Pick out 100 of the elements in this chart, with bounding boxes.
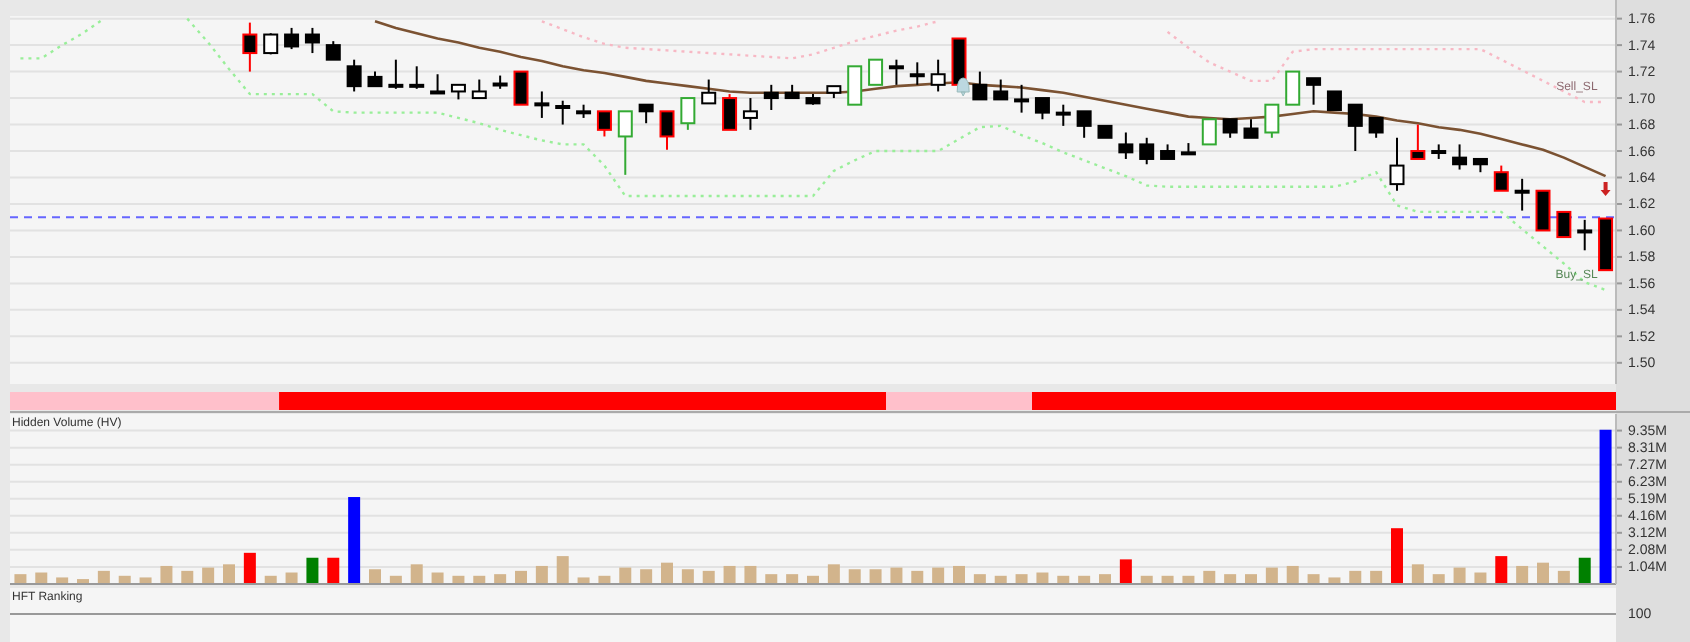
candlestick: [1326, 90, 1342, 111]
candlestick: [284, 26, 300, 51]
candlestick: [847, 65, 863, 106]
bar: [1328, 577, 1341, 584]
bar: [702, 570, 715, 584]
candlestick: [555, 99, 571, 126]
line-series: [373, 19, 1607, 178]
bar: [1307, 574, 1320, 584]
candlestick: [617, 110, 633, 176]
candlestick: [1577, 218, 1593, 252]
candlestick: [888, 58, 904, 86]
bar: [1578, 557, 1591, 584]
bar: [744, 565, 757, 584]
bar: [139, 577, 152, 584]
candlestick: [1076, 110, 1092, 139]
candlestick: [513, 70, 529, 106]
candlestick: [346, 58, 362, 93]
bar: [1370, 570, 1383, 584]
bar: [932, 567, 945, 584]
bar: [1349, 570, 1362, 584]
bar: [535, 565, 548, 584]
candlestick: [993, 78, 1009, 101]
candlestick: [659, 110, 675, 151]
bar: [973, 574, 986, 584]
bar: [848, 569, 861, 584]
bar: [1015, 574, 1028, 584]
bar: [681, 569, 694, 584]
candlestick: [1389, 136, 1405, 192]
candlestick: [325, 40, 341, 61]
candlestick: [1034, 97, 1050, 121]
candlestick: [1243, 118, 1259, 139]
bar: [1265, 567, 1278, 584]
bar: [786, 574, 799, 584]
bar: [1537, 562, 1549, 584]
candlestick: [1347, 103, 1363, 153]
bar: [577, 577, 590, 584]
bar: [1599, 429, 1612, 584]
bar: [619, 567, 632, 584]
candlestick: [596, 110, 612, 138]
candlestick: [680, 97, 696, 131]
bar: [14, 574, 27, 584]
bar: [223, 564, 235, 584]
bar: [243, 552, 256, 584]
bar: [369, 569, 381, 584]
candlestick: [1014, 83, 1030, 114]
candlestick: [701, 78, 717, 105]
bar: [723, 565, 736, 584]
candlestick: [1556, 210, 1572, 239]
candlestick: [1368, 116, 1384, 139]
candlestick: [409, 65, 425, 90]
bar: [1557, 570, 1570, 584]
bar: [160, 565, 173, 584]
bar: [827, 564, 840, 584]
bar: [56, 577, 69, 584]
candlestick: [1306, 77, 1322, 106]
candlestick: [742, 97, 758, 131]
bar: [765, 574, 778, 584]
bar: [1203, 570, 1216, 584]
candlestick: [1410, 123, 1426, 160]
candlestick: [242, 21, 258, 73]
candlestick: [868, 58, 884, 86]
bar: [1453, 567, 1466, 584]
candlestick: [930, 58, 946, 93]
candlestick: [1055, 103, 1071, 127]
candlestick: [1222, 118, 1238, 139]
bar: [1245, 574, 1257, 584]
candlestick: [388, 58, 404, 90]
bar: [1516, 565, 1529, 584]
candlestick: [1452, 143, 1468, 171]
candlestick: [1285, 70, 1301, 106]
candlestick: [1118, 131, 1134, 160]
bar: [953, 565, 965, 584]
bar: [890, 567, 903, 584]
candlestick: [1139, 136, 1155, 166]
candlestick: [722, 93, 738, 131]
bar: [348, 497, 361, 584]
bar: [97, 570, 110, 584]
candlestick: [1493, 164, 1509, 192]
bar: [1495, 556, 1508, 584]
candlestick: [972, 70, 988, 101]
bar: [1119, 559, 1132, 584]
bar: [1432, 574, 1445, 584]
bar: [556, 556, 569, 584]
candlestick: [1264, 103, 1280, 139]
candlestick: [430, 73, 446, 95]
bar: [1411, 564, 1424, 584]
candlestick: [471, 78, 487, 100]
bar: [494, 574, 507, 584]
candlestick: [304, 26, 320, 55]
bar: [202, 567, 215, 584]
bar: [306, 557, 319, 584]
candlestick: [534, 90, 550, 119]
bar: [327, 557, 340, 584]
bar: [1391, 528, 1403, 584]
candlestick: [1535, 189, 1551, 232]
candlestick: [909, 61, 925, 86]
bar: [1286, 565, 1299, 584]
candlestick: [638, 103, 654, 125]
candlestick: [763, 83, 779, 111]
bar: [410, 564, 423, 584]
